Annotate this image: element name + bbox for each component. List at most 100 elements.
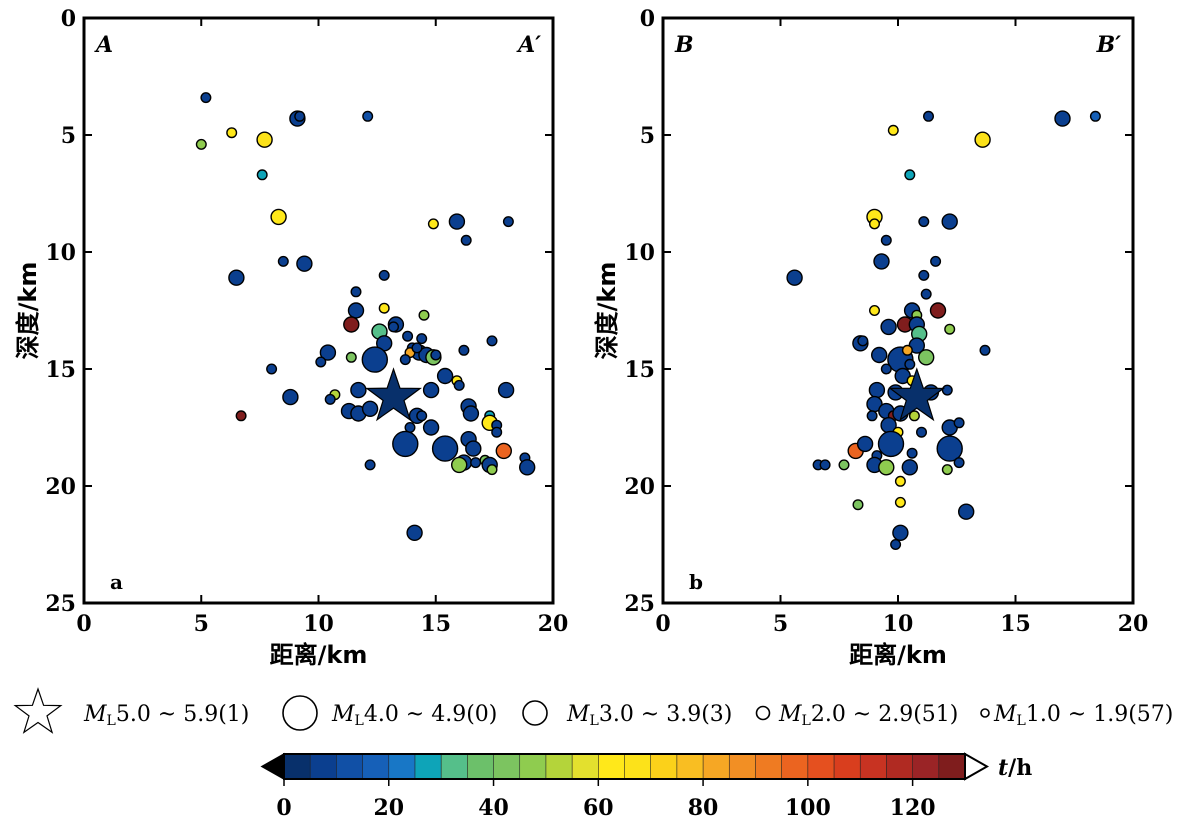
event-point <box>904 169 916 181</box>
event-point <box>453 379 465 391</box>
event-point <box>406 524 423 541</box>
colorbar-tick-label: 80 <box>688 795 719 821</box>
event-point <box>953 457 965 469</box>
event-point <box>347 302 365 319</box>
colorbar-segment <box>336 753 364 780</box>
y-tick-label: 20 <box>45 474 76 500</box>
event-point <box>296 255 313 272</box>
event-point <box>838 459 850 471</box>
event-point <box>416 333 428 345</box>
colorbar-tick-label: 40 <box>478 795 509 821</box>
colorbar-segment <box>755 753 783 780</box>
event-point <box>266 363 278 375</box>
event-point <box>941 384 953 396</box>
panel-label: a <box>110 570 123 594</box>
legend-item: ML3.0 ~ 3.9(3) <box>522 700 733 729</box>
x-tick-label: 15 <box>420 611 451 637</box>
x-tick-label: 20 <box>538 611 569 637</box>
colorbar-segment <box>362 753 390 780</box>
colorbar-segment <box>833 753 861 780</box>
event-point <box>852 499 864 511</box>
x-tick-label: 10 <box>883 611 914 637</box>
legend-label: ML5.0 ~ 5.9(1) <box>83 702 249 729</box>
event-point <box>294 110 306 122</box>
event-point <box>282 388 299 406</box>
corner-label-right: B′ <box>1096 32 1122 58</box>
event-point <box>399 354 411 366</box>
event-point <box>904 358 916 370</box>
legend-mag-sub: L <box>355 713 364 729</box>
event-point <box>388 321 400 333</box>
magnitude-legend: ML5.0 ~ 5.9(1) ML4.0 ~ 4.9(0) ML3.0 ~ 3.9(… <box>13 687 1173 734</box>
colorbar-segment <box>309 753 337 780</box>
event-point <box>941 464 953 476</box>
x-tick-label: 20 <box>1118 611 1149 637</box>
event-point <box>819 459 831 471</box>
event-point <box>916 426 928 438</box>
colorbar-label: t/h <box>998 755 1032 781</box>
colorbar-segment <box>467 753 495 780</box>
event-point <box>923 110 935 122</box>
colorbar-segment <box>414 753 442 780</box>
event-point <box>315 356 327 368</box>
event-point <box>270 208 287 226</box>
legend-circle-icon <box>980 708 990 718</box>
event-point <box>256 169 268 181</box>
colorbar-segment <box>728 753 757 780</box>
panel-label: b <box>689 570 703 594</box>
colorbar-segment <box>912 753 940 780</box>
event-point <box>364 459 376 471</box>
legend-mag-symbol: M <box>83 702 107 727</box>
event-point <box>458 344 470 356</box>
event-point <box>894 475 906 487</box>
colorbar-segment <box>859 753 888 780</box>
event-point <box>451 456 468 474</box>
colorbar-tick-label: 0 <box>276 795 291 821</box>
event-point <box>422 381 440 399</box>
x-tick-label: 15 <box>1000 611 1031 637</box>
corner-label-left: B <box>674 32 694 58</box>
colorbar-tick-label: 60 <box>583 795 614 821</box>
x-tick-label: 0 <box>76 611 91 637</box>
event-point <box>256 131 273 148</box>
event-point <box>873 253 890 270</box>
legend-circle-icon <box>282 695 318 731</box>
legend-mag-symbol: M <box>993 702 1017 727</box>
y-tick-label: 5 <box>640 123 655 149</box>
legend-mag-symbol: M <box>566 702 590 727</box>
event-point <box>319 344 337 361</box>
event-point <box>974 131 991 148</box>
colorbar-segment <box>624 753 652 780</box>
event-point <box>465 440 482 457</box>
colorbar-tick-label: 20 <box>373 795 404 821</box>
mainshock-star <box>888 367 946 422</box>
colorbar-segment <box>886 753 914 780</box>
panel-b: 0 5 10 15 20 0 5 10 15 20 25 B B′ b 距离/km 深度/km <box>593 6 1148 669</box>
event-point <box>906 447 918 459</box>
event-point <box>901 344 913 356</box>
event-point <box>918 269 930 281</box>
event-point <box>460 234 472 246</box>
colorbar-segment <box>519 753 547 780</box>
event-point <box>200 92 212 104</box>
x-tick-label: 10 <box>303 611 334 637</box>
legend-circle-icon <box>522 700 548 726</box>
corner-label-left: A <box>94 32 113 58</box>
y-tick-label: 0 <box>61 6 76 32</box>
event-point <box>868 381 886 399</box>
legend-range: 3.0 ~ 3.9(3) <box>599 702 733 727</box>
y-tick-label: 10 <box>45 240 76 266</box>
colorbar-segment <box>571 753 599 780</box>
event-point <box>880 234 892 246</box>
event-point <box>448 213 466 230</box>
panels: 0 5 10 15 20 0 5 10 15 20 25 A A′ a 距离/km 深度/km 0 5 10 15 20… <box>14 6 1148 669</box>
colorbar-frame <box>283 753 966 780</box>
event-point <box>345 351 357 363</box>
event-point <box>402 330 414 342</box>
event-point <box>226 127 238 139</box>
colorbar-tick-label: 100 <box>785 795 831 821</box>
event-point <box>350 381 367 399</box>
y-tick-label: 25 <box>45 591 76 617</box>
event-point <box>929 302 947 319</box>
